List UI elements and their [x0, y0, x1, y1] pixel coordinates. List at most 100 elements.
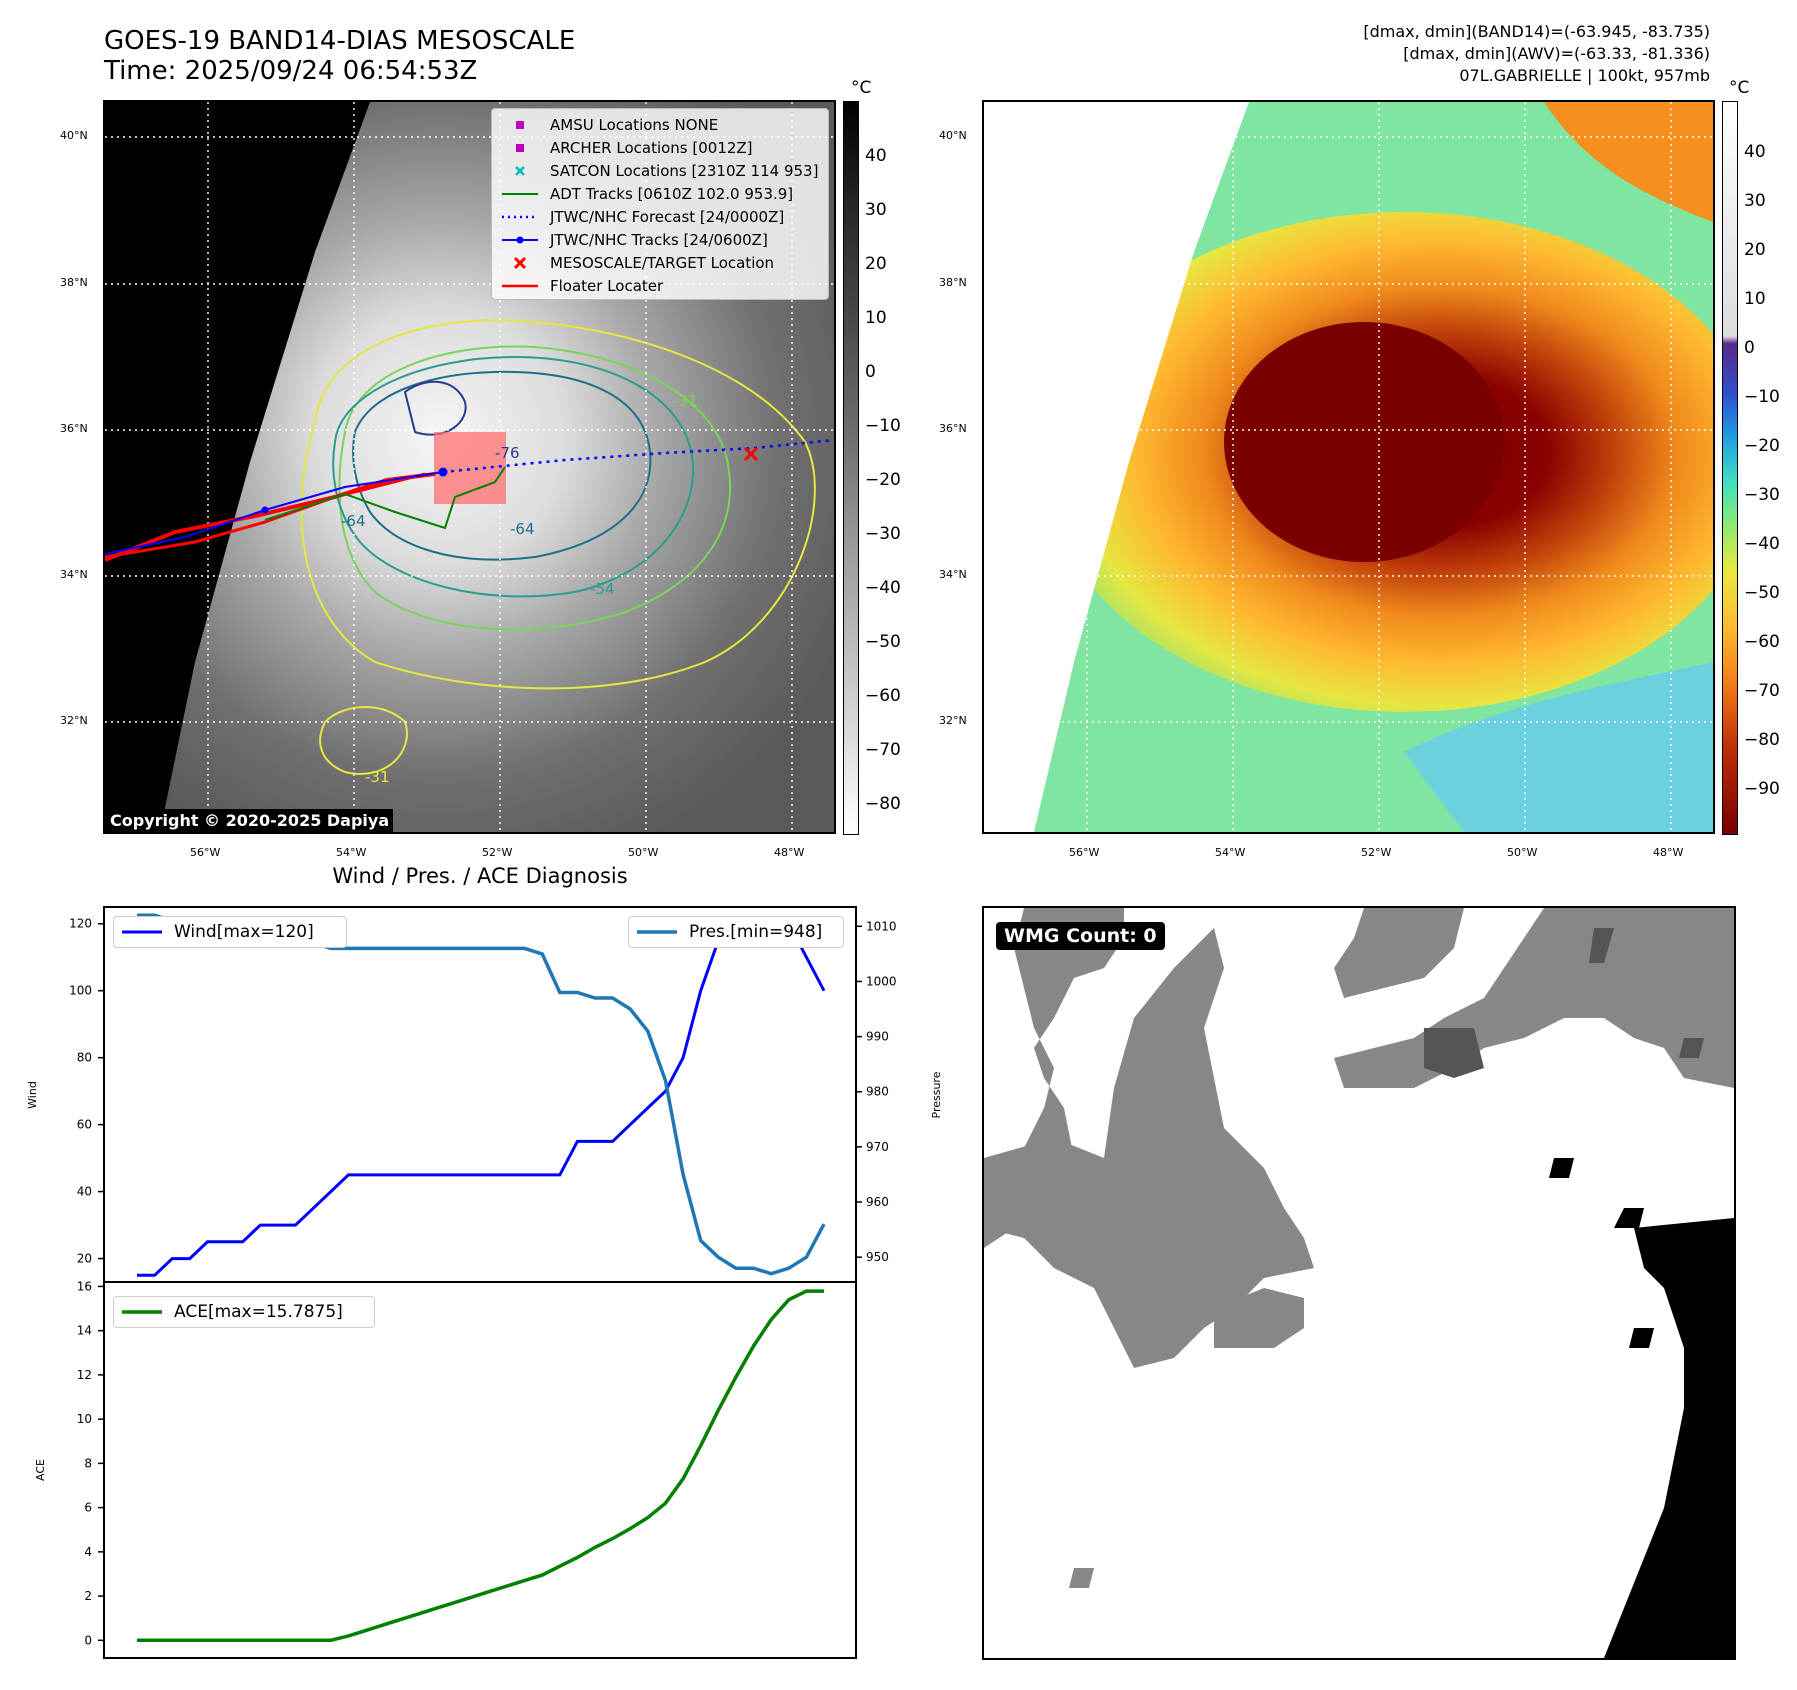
figure-title-line1: GOES-19 BAND14-DIAS MESOSCALE — [104, 26, 576, 56]
colorbar-tick: 20 — [865, 254, 887, 274]
lon-label: 48°W — [1653, 846, 1684, 859]
pressure-legend: Pres.[min=948] — [628, 916, 844, 948]
wind-tick-label: 100 — [69, 984, 92, 998]
ace-tick-label: 0 — [84, 1633, 92, 1647]
contour-label: -64 — [510, 520, 535, 538]
copyright-label: Copyright © 2020-2025 Dapiya — [106, 809, 394, 832]
lat-label: 34°N — [60, 568, 88, 581]
wmg-count-label: WMG Count: 0 — [996, 922, 1165, 950]
ir-map-panel: -76 -64 -64 -54 -31 -31 Copyright © 2020… — [103, 100, 836, 834]
lon-label: 54°W — [336, 846, 367, 859]
lat-label: 32°N — [60, 714, 88, 727]
colorbar-tick: 0 — [865, 362, 876, 382]
colorbar-tick: −50 — [1744, 583, 1780, 603]
colorbar-tick: −50 — [865, 632, 901, 652]
wind-tick-label: 120 — [69, 917, 92, 931]
stats-line1: [dmax, dmin](BAND14)=(-63.945, -83.735) — [1363, 22, 1710, 41]
colorbar-tick: −30 — [1744, 485, 1780, 505]
contour-label: -31 — [365, 768, 390, 786]
ace-tick-label: 16 — [77, 1279, 92, 1293]
lat-label: 34°N — [939, 568, 967, 581]
colorbar-tick: −30 — [865, 524, 901, 544]
contour-label: -64 — [341, 512, 366, 530]
ace-series-line — [137, 1289, 824, 1643]
lat-label: 36°N — [60, 422, 88, 435]
colorbar-tick: −70 — [1744, 681, 1780, 701]
pressure-axis-label: Pressure — [930, 1071, 943, 1118]
lon-label: 56°W — [190, 846, 221, 859]
wind-tick-label: 40 — [77, 1185, 92, 1199]
lat-label: 32°N — [939, 714, 967, 727]
lat-label: 38°N — [939, 276, 967, 289]
color-ir-map-panel — [982, 100, 1715, 834]
wind-axis-label: Wind — [26, 1081, 39, 1109]
pres-tick-label: 980 — [866, 1085, 889, 1099]
ace-tick-label: 14 — [77, 1324, 92, 1338]
lon-label: 48°W — [774, 846, 805, 859]
colorbar-unit: °C — [1729, 78, 1750, 98]
contour-label: -76 — [495, 444, 520, 462]
stats-line2: [dmax, dmin](AWV)=(-63.33, -81.336) — [1403, 44, 1710, 63]
ace-axis-label: ACE — [34, 1459, 47, 1481]
pres-tick-label: 970 — [866, 1140, 889, 1154]
colorbar-tick: 20 — [1744, 240, 1766, 260]
pres-tick-label: 1000 — [866, 974, 897, 988]
colorbar-tick: −20 — [1744, 436, 1780, 456]
pres-tick-label: 950 — [866, 1250, 889, 1264]
contour-label: -31 — [673, 392, 698, 410]
wind-legend: Wind[max=120] — [113, 916, 347, 948]
colorbar-tick: −80 — [1744, 730, 1780, 750]
ace-tick-label: 12 — [77, 1368, 92, 1382]
pres-tick-label: 960 — [866, 1195, 889, 1209]
colorbar-tick: −40 — [865, 578, 901, 598]
color-ir-map-image — [984, 102, 1713, 832]
lon-label: 52°W — [1361, 846, 1392, 859]
lat-label: 36°N — [939, 422, 967, 435]
lat-label: 40°N — [60, 129, 88, 142]
lon-label: 50°W — [1507, 846, 1538, 859]
colorbar-tick: −90 — [1744, 779, 1780, 799]
ace-legend: ACE[max=15.7875] — [113, 1296, 375, 1328]
colorbar-tick: −20 — [865, 470, 901, 490]
storm-info: 07L.GABRIELLE | 100kt, 957mb — [1459, 66, 1710, 85]
wind-tick-label: 60 — [77, 1118, 92, 1132]
colorbar-tick: 10 — [1744, 289, 1766, 309]
colorbar-color — [1722, 101, 1738, 835]
colorbar-tick: −80 — [865, 794, 901, 814]
ace-tick-label: 10 — [77, 1412, 92, 1426]
colorbar-tick: 30 — [1744, 191, 1766, 211]
lat-label: 40°N — [939, 129, 967, 142]
colorbar-tick: −70 — [865, 740, 901, 760]
figure-title-line2: Time: 2025/09/24 06:54:53Z — [104, 56, 478, 86]
contour-label: -54 — [590, 580, 615, 598]
wmg-panel: WMG Count: 0 — [982, 906, 1736, 1660]
wind-tick-label: 80 — [77, 1051, 92, 1065]
colorbar-tick: −10 — [865, 416, 901, 436]
ace-tick-label: 6 — [84, 1501, 92, 1515]
ace-axes-frame — [103, 1281, 857, 1659]
pres-tick-label: 990 — [866, 1030, 889, 1044]
colorbar-tick: −10 — [1744, 387, 1780, 407]
wind-tick-label: 20 — [77, 1252, 92, 1266]
lat-label: 38°N — [60, 276, 88, 289]
colorbar-tick: 30 — [865, 200, 887, 220]
colorbar-unit: °C — [851, 78, 872, 98]
ace-tick-label: 8 — [84, 1456, 92, 1470]
colorbar-tick: 10 — [865, 308, 887, 328]
ace-tick-label: 4 — [84, 1545, 92, 1559]
colorbar-tick: −60 — [865, 686, 901, 706]
lon-label: 52°W — [482, 846, 513, 859]
wind-pres-axes-frame — [103, 906, 857, 1283]
colorbar-gray — [843, 101, 859, 835]
pres-tick-label: 1010 — [866, 919, 897, 933]
lon-label: 54°W — [1215, 846, 1246, 859]
colorbar-tick: −60 — [1744, 632, 1780, 652]
colorbar-tick: −40 — [1744, 534, 1780, 554]
lon-label: 50°W — [628, 846, 659, 859]
diagnosis-title: Wind / Pres. / ACE Diagnosis — [332, 864, 628, 888]
ace-tick-label: 2 — [84, 1589, 92, 1603]
wmg-image — [984, 908, 1734, 1658]
wind-series-line — [137, 922, 826, 1277]
lon-label: 56°W — [1069, 846, 1100, 859]
